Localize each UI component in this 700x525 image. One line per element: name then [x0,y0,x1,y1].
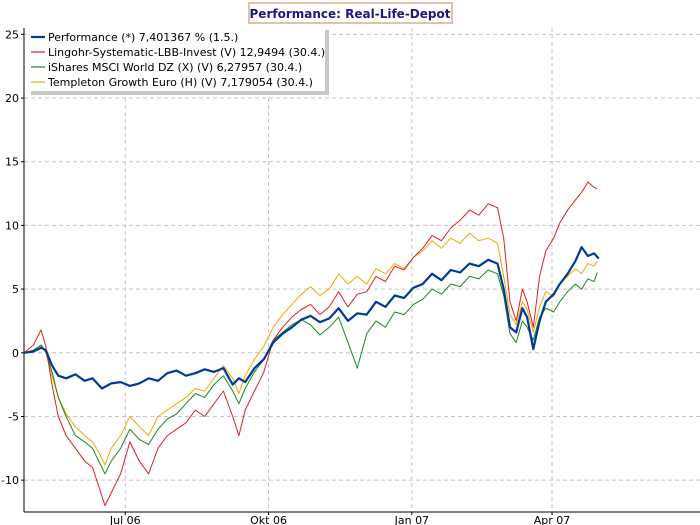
series-line-2 [23,269,598,475]
x-tick-label: Jul 06 [109,514,141,525]
y-tick-label: -5 [8,410,19,423]
y-tick-label: 0 [12,347,19,360]
y-tick-label: 15 [5,156,19,169]
legend-label-0: Performance (*) 7,401367 % (1.5.) [48,31,238,44]
y-tick-labels: -10 -5 0 5 10 15 20 25 [1,28,24,487]
series-line-3 [23,232,598,466]
y-tick-label: 5 [12,283,19,296]
x-tick-label: Jan 07 [394,514,429,525]
y-tick-label: 25 [5,28,19,41]
x-tick-label: Okt 06 [250,514,287,525]
chart-title: Performance: Real-Life-Depot [250,7,451,21]
axes [23,28,700,513]
legend-label-1: Lingohr-Systematic-LBB-Invest (V) 12,949… [48,46,325,59]
legend-box [27,26,325,91]
series-line-0 [23,246,600,390]
series-lines [23,181,600,507]
chart-title-box: Performance: Real-Life-Depot [248,2,453,24]
legend-label-2: iShares MSCI World DZ (X) (V) 6,27957 (3… [48,61,302,74]
title-frame [248,2,453,24]
series-line-1 [23,181,598,507]
y-tick-label: 10 [5,219,19,232]
x-tick-labels: Jul 06 Okt 06 Jan 07 Apr 07 [109,512,570,525]
legend-label-3: Templeton Growth Euro (H) (V) 7,179054 (… [47,76,313,89]
x-tick-label: Apr 07 [534,514,571,525]
y-tick-label: 20 [5,92,19,105]
y-tick-label: -10 [1,474,19,487]
legend: Performance (*) 7,401367 % (1.5.) Lingohr… [27,26,329,95]
